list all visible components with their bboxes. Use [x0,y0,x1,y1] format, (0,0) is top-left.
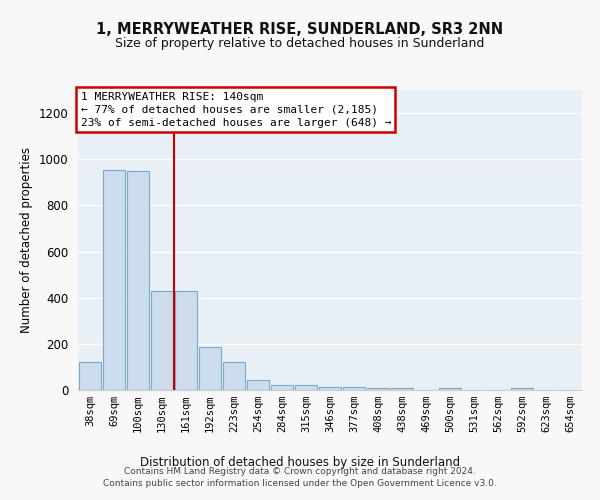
Bar [271,385,293,390]
Bar [295,385,317,390]
Bar [199,348,221,390]
Bar [79,362,101,390]
Bar [319,386,341,390]
Bar [343,386,365,390]
Bar [103,170,125,390]
Text: 1 MERRYWEATHER RISE: 140sqm
← 77% of detached houses are smaller (2,185)
23% of : 1 MERRYWEATHER RISE: 140sqm ← 77% of det… [80,92,391,128]
Text: Distribution of detached houses by size in Sunderland: Distribution of detached houses by size … [140,456,460,469]
Bar [127,171,149,390]
Bar [247,380,269,390]
Bar [175,291,197,390]
Bar [511,388,533,390]
Bar [151,291,173,390]
Y-axis label: Number of detached properties: Number of detached properties [20,147,33,333]
Bar [439,388,461,390]
Text: 1, MERRYWEATHER RISE, SUNDERLAND, SR3 2NN: 1, MERRYWEATHER RISE, SUNDERLAND, SR3 2N… [97,22,503,38]
Bar [223,362,245,390]
Bar [391,388,413,390]
Text: Size of property relative to detached houses in Sunderland: Size of property relative to detached ho… [115,38,485,51]
Bar [367,388,389,390]
Text: Contains HM Land Registry data © Crown copyright and database right 2024.
Contai: Contains HM Land Registry data © Crown c… [103,466,497,487]
